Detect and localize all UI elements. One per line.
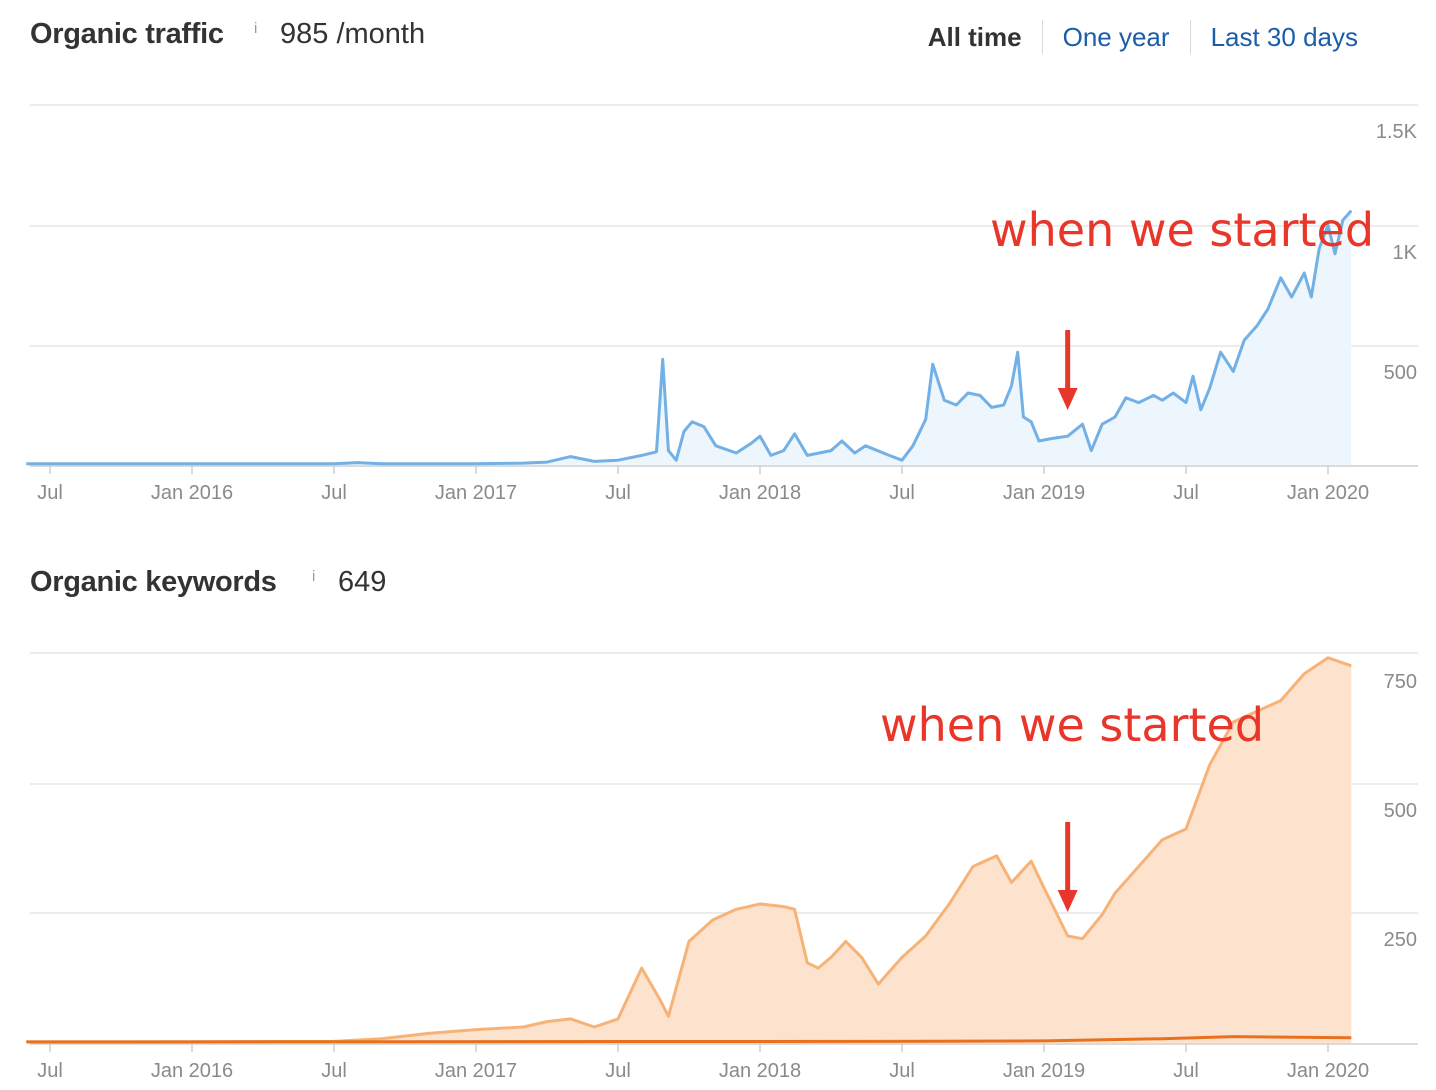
keywords-x-tick-label: Jul	[605, 1060, 631, 1082]
keywords-y-tick-label: 250	[1384, 929, 1417, 951]
keywords-x-tick-label: Jul	[321, 1060, 347, 1082]
keywords-x-tick-label: Jan 2019	[1003, 1060, 1085, 1082]
keywords-y-tick-label: 500	[1384, 800, 1417, 822]
keywords-x-tick-label: Jan 2020	[1287, 1060, 1369, 1082]
traffic-x-tick-label: Jan 2016	[151, 482, 233, 504]
traffic-x-tick-label: Jul	[37, 482, 63, 504]
tab-divider	[1189, 20, 1191, 54]
traffic-y-tick-label: 1.5K	[1376, 121, 1418, 143]
keywords-info-icon[interactable]: i	[312, 568, 316, 585]
traffic-title: Organic traffic	[30, 18, 224, 50]
traffic-y-tick-label: 1K	[1393, 242, 1418, 264]
keywords-y-tick-label: 750	[1384, 671, 1417, 693]
traffic-x-tick-label: Jan 2020	[1287, 482, 1369, 504]
traffic-x-tick-label: Jul	[1173, 482, 1199, 504]
keywords-x-tick-label: Jan 2016	[151, 1060, 233, 1082]
traffic-x-tick-label: Jul	[321, 482, 347, 504]
traffic-area-fill	[26, 210, 1352, 465]
tab-last-30-days[interactable]: Last 30 days	[1210, 22, 1358, 52]
keywords-x-tick-label: Jul	[37, 1060, 63, 1082]
keywords-title: Organic keywords	[30, 566, 277, 598]
tab-all-time[interactable]: All time	[927, 22, 1022, 52]
range-tabs: All time One year Last 30 days	[908, 18, 1378, 56]
tab-divider	[1041, 20, 1043, 54]
traffic-value: 985 /month	[280, 18, 426, 50]
tab-one-year[interactable]: One year	[1062, 22, 1170, 52]
keywords-secondary-series-line[interactable]	[26, 1035, 1352, 1044]
keywords-x-tick-label: Jan 2017	[435, 1060, 517, 1082]
keywords-area-fill	[26, 657, 1352, 1043]
keywords-annotation-arrow-head	[1057, 890, 1078, 912]
traffic-x-tick-label: Jan 2018	[719, 482, 801, 504]
traffic-y-tick-label: 500	[1384, 362, 1417, 384]
organic-traffic-chart[interactable]: 500 1K 1.5K Jul Jan 2016 Jul Jan 2017 Jul Jan 20…	[0, 0, 1436, 520]
traffic-series-line[interactable]	[26, 209, 1353, 466]
keywords-x-tick-label: Jul	[889, 1060, 915, 1082]
keywords-series-line[interactable]	[26, 656, 1352, 1044]
traffic-info-icon[interactable]: i	[254, 20, 258, 37]
keywords-x-tick-label: Jan 2018	[719, 1060, 801, 1082]
traffic-x-tick-label: Jul	[889, 482, 915, 504]
keywords-x-tick-label: Jul	[1173, 1060, 1199, 1082]
traffic-x-tick-label: Jul	[605, 482, 631, 504]
traffic-x-tick-label: Jan 2017	[435, 482, 517, 504]
traffic-x-tick-label: Jan 2019	[1003, 482, 1085, 504]
traffic-annotation-text: when we started	[990, 203, 1374, 257]
keywords-annotation-text: when we started	[880, 698, 1264, 752]
keywords-value: 649	[338, 566, 387, 598]
traffic-annotation-arrow-head	[1057, 388, 1078, 410]
